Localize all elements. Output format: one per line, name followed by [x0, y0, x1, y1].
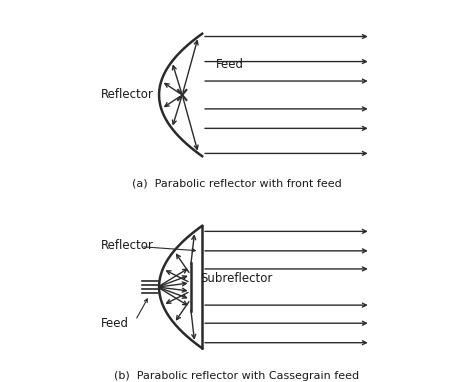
Text: Feed: Feed [216, 58, 244, 71]
Text: Feed: Feed [100, 317, 128, 330]
Text: Reflector: Reflector [100, 239, 154, 252]
Text: (a)  Parabolic reflector with front feed: (a) Parabolic reflector with front feed [132, 178, 342, 188]
Text: (b)  Parabolic reflector with Cassegrain feed: (b) Parabolic reflector with Cassegrain … [114, 371, 360, 380]
Text: Subreflector: Subreflector [201, 272, 273, 285]
Text: Reflector: Reflector [100, 89, 154, 102]
